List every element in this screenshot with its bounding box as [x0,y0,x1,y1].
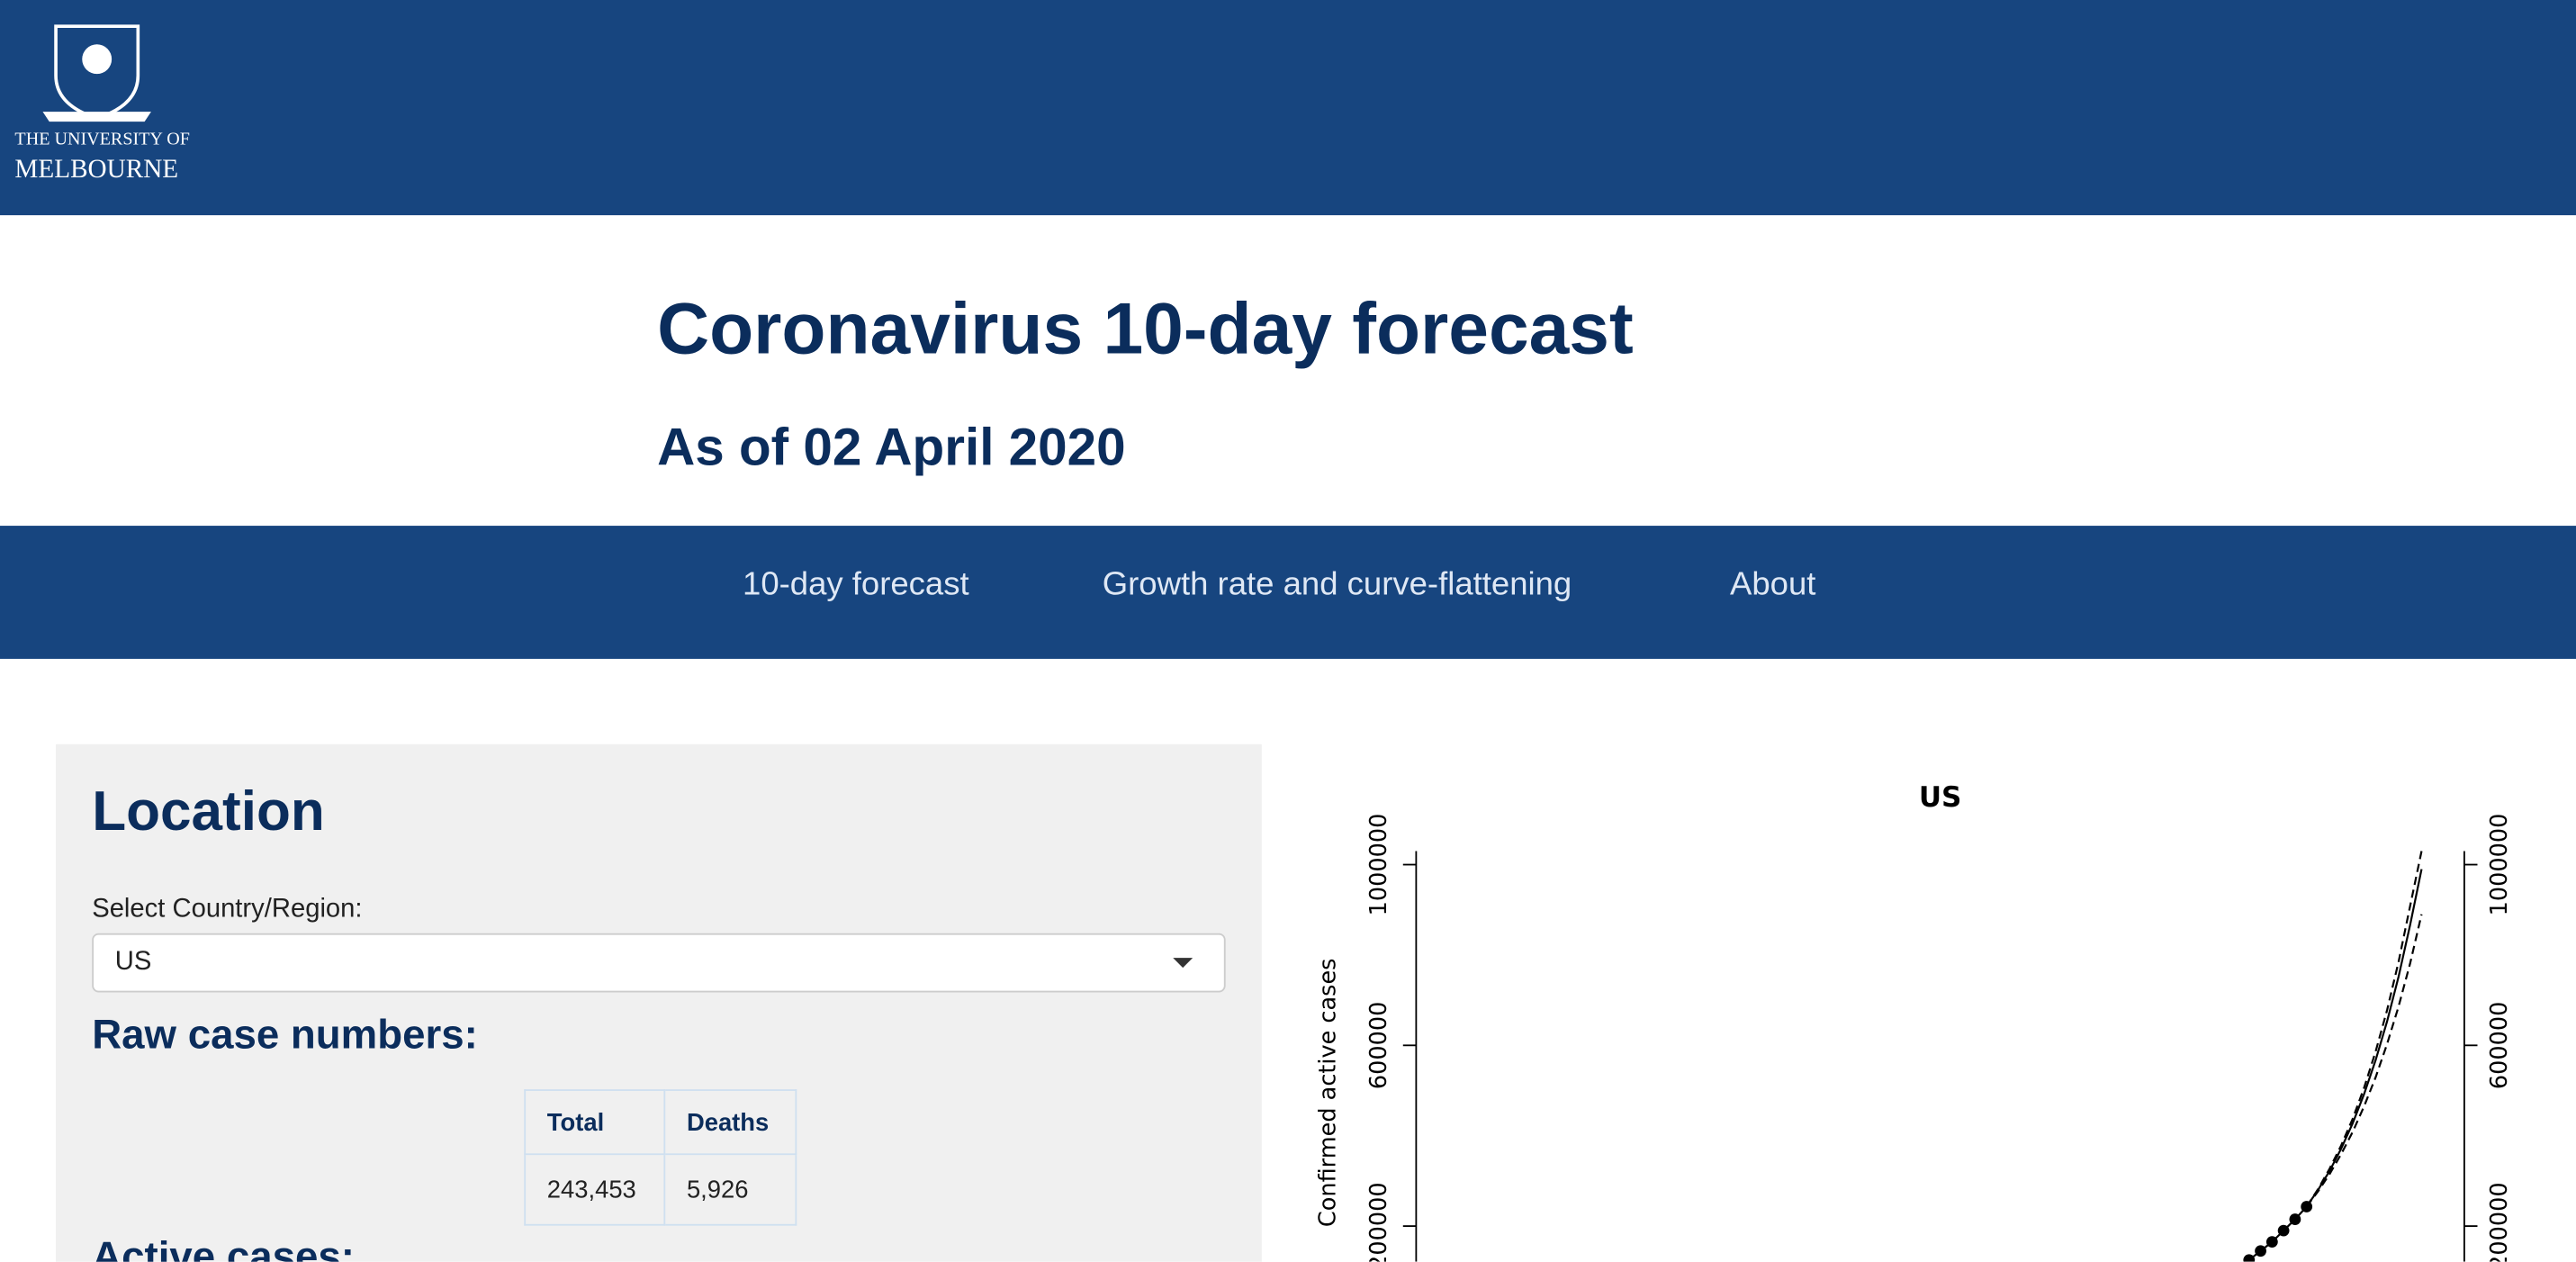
nav-link[interactable]: Growth rate and curve-flattening [1102,566,1572,603]
y-axis-label: Confirmed active cases [1315,959,1342,1228]
data-point [2265,1236,2278,1248]
case-table: Total Deaths 243,453 5,926 [524,1089,797,1226]
page-title: Coronavirus 10-day forecast [657,289,1634,370]
series-line [2305,914,2423,1208]
series-line [2305,869,2423,1208]
data-point [2243,1254,2256,1262]
table-cell: 5,926 [663,1153,797,1226]
country-select[interactable]: US [92,933,1226,993]
sidebar: Location Select Country/Region: US Raw c… [56,744,1262,1262]
data-point [2289,1213,2301,1225]
y-tick-label: 200000 [1365,1182,1392,1261]
chart-title: US [1919,781,1962,814]
logo-text: THE UNIVERSITY OF [14,130,190,150]
section-heading: Raw case numbers: [92,1012,478,1059]
y-tick-label: 600000 [1365,1002,1392,1090]
header: THE UNIVERSITY OF MELBOURNE [0,0,2576,216]
dropdown-arrow [1173,958,1193,969]
select-value: US [114,948,152,977]
table-cell: 243,453 [524,1153,666,1226]
nav-link[interactable]: 10-day forecast [743,566,969,603]
logo-crest [42,24,151,122]
data-point [2255,1245,2266,1257]
y2-tick-label: 200000 [2486,1182,2513,1261]
table-header: Total [524,1089,666,1156]
y-tick-label: 1000000 [1365,814,1392,916]
nav-bar: 10-day forecast Growth rate and curve-fl… [0,526,2576,659]
data-point [2277,1224,2290,1237]
page-subtitle: As of 02 April 2020 [657,417,1126,477]
y2-tick-label: 1000000 [2486,814,2513,916]
select-label: Select Country/Region: [92,895,363,924]
y2-tick-label: 600000 [2486,1002,2513,1090]
sidebar-heading: Location [92,780,325,843]
section-heading: Active cases: [92,1233,355,1262]
table-header: Deaths [663,1089,797,1156]
series-line [2305,851,2423,1208]
nav-link[interactable]: About [1729,566,1816,603]
logo-text: MELBOURNE [14,156,179,185]
